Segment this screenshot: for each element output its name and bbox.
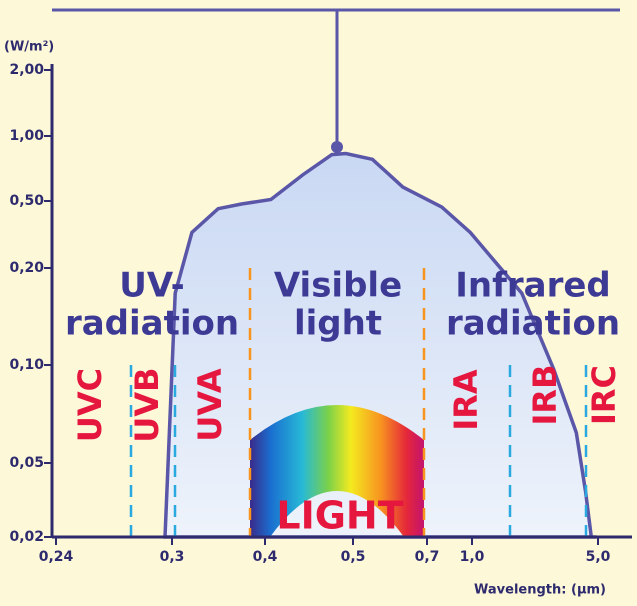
- region-label: radiation: [65, 304, 239, 344]
- y-tick-label: 0,50: [9, 193, 44, 209]
- region-label: Infrared: [455, 266, 611, 306]
- band-label: UVB: [128, 367, 166, 442]
- band-label: IRC: [585, 365, 623, 425]
- x-tick-label: 5,0: [586, 549, 611, 565]
- y-tick-label: 0,10: [9, 357, 44, 373]
- y-tick-label: 0,20: [9, 260, 44, 276]
- x-tick-label: 0,24: [39, 549, 74, 565]
- x-tick-label: 0,4: [253, 549, 278, 565]
- band-label: IRA: [447, 369, 485, 431]
- region-label: UV-: [119, 266, 185, 306]
- x-tick-label: 1,0: [460, 549, 485, 565]
- y-tick-label: 0,05: [9, 455, 44, 471]
- x-tick-label: 0,7: [415, 549, 440, 565]
- light-label: LIGHT: [276, 494, 403, 538]
- region-label: light: [294, 304, 382, 344]
- y-tick-label: 2,00: [9, 62, 44, 78]
- chart: UV- radiation Visible light Infrared rad…: [0, 0, 637, 606]
- y-axis-label: (W/m²): [4, 40, 54, 55]
- band-label: UVC: [71, 368, 109, 442]
- region-label: radiation: [446, 304, 620, 344]
- x-axis-label: Wavelength: (µm): [474, 583, 606, 598]
- x-tick-label: 0,3: [160, 549, 185, 565]
- x-tick-label: 0,5: [341, 549, 366, 565]
- y-tick-label: 0,02: [9, 529, 44, 545]
- region-label: Visible: [274, 266, 402, 306]
- peak-dot: [331, 141, 343, 153]
- band-label: IRB: [526, 365, 564, 426]
- band-label: UVA: [191, 368, 229, 442]
- y-tick-label: 1,00: [9, 128, 44, 144]
